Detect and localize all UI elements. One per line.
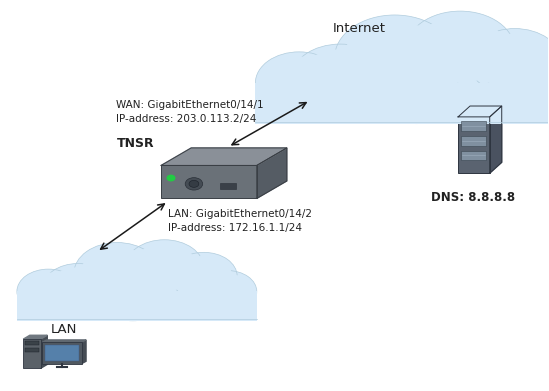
Circle shape (475, 34, 549, 90)
Polygon shape (490, 106, 502, 173)
FancyBboxPatch shape (461, 136, 486, 145)
Text: LAN: LAN (51, 323, 77, 336)
Circle shape (48, 267, 108, 310)
Circle shape (80, 247, 154, 300)
FancyBboxPatch shape (255, 83, 549, 124)
Circle shape (131, 244, 198, 291)
Circle shape (406, 11, 515, 89)
Circle shape (170, 252, 237, 300)
Polygon shape (257, 148, 287, 198)
Circle shape (106, 280, 160, 317)
Circle shape (202, 274, 253, 309)
Polygon shape (458, 106, 502, 117)
FancyBboxPatch shape (25, 348, 38, 352)
Circle shape (21, 273, 75, 310)
FancyBboxPatch shape (458, 117, 490, 173)
FancyBboxPatch shape (461, 121, 486, 131)
Circle shape (379, 66, 453, 119)
Circle shape (74, 242, 160, 304)
Polygon shape (161, 148, 287, 165)
Circle shape (291, 44, 389, 114)
Circle shape (167, 175, 175, 181)
Text: DNS: 8.8.8.8: DNS: 8.8.8.8 (431, 191, 515, 204)
FancyBboxPatch shape (220, 183, 236, 189)
Text: TNSR: TNSR (116, 136, 154, 150)
Circle shape (507, 54, 549, 112)
Circle shape (198, 271, 257, 312)
Circle shape (298, 49, 382, 109)
Polygon shape (41, 335, 47, 368)
Circle shape (262, 57, 336, 109)
Circle shape (185, 178, 203, 190)
FancyBboxPatch shape (17, 291, 257, 321)
Circle shape (175, 256, 232, 296)
Text: WAN: GigabitEthernet0/14/1
IP-address: 203.0.113.2/24: WAN: GigabitEthernet0/14/1 IP-address: 2… (116, 100, 264, 124)
Circle shape (255, 52, 343, 114)
Text: Internet: Internet (333, 22, 385, 35)
FancyBboxPatch shape (25, 341, 38, 344)
Polygon shape (42, 340, 86, 342)
FancyBboxPatch shape (42, 342, 82, 364)
Circle shape (468, 29, 549, 95)
FancyBboxPatch shape (23, 339, 41, 368)
Circle shape (102, 276, 164, 321)
Text: LAN: GigabitEthernet0/14/2
IP-address: 172.16.1.1/24: LAN: GigabitEthernet0/14/2 IP-address: 1… (168, 209, 312, 233)
Circle shape (125, 240, 204, 296)
Circle shape (414, 17, 507, 83)
Polygon shape (82, 340, 86, 364)
FancyBboxPatch shape (45, 344, 79, 361)
Circle shape (513, 58, 549, 108)
FancyBboxPatch shape (461, 151, 486, 160)
FancyBboxPatch shape (161, 165, 257, 198)
Circle shape (334, 15, 455, 100)
Circle shape (17, 269, 80, 314)
Circle shape (373, 61, 460, 124)
Circle shape (189, 180, 199, 187)
Circle shape (344, 22, 446, 94)
Polygon shape (23, 335, 47, 339)
Circle shape (42, 264, 113, 314)
